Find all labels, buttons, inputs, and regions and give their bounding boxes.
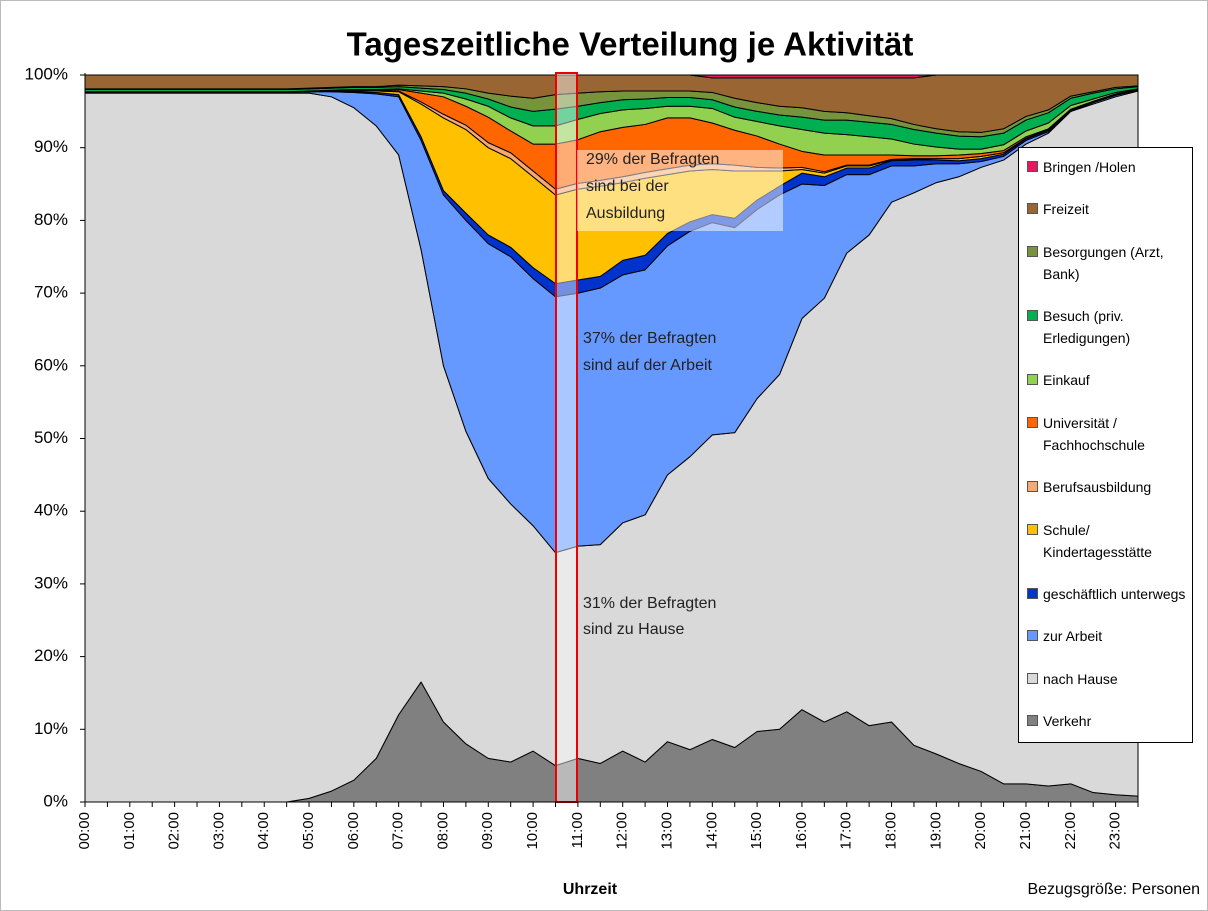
annotation: sind zu Hause xyxy=(583,621,684,638)
x-tick-label: 19:00 xyxy=(927,812,944,850)
legend-item: Einkauf xyxy=(1027,369,1188,391)
x-tick-label: 03:00 xyxy=(210,812,227,850)
legend-item: Schule/ Kindertagesstätte xyxy=(1027,519,1188,563)
x-tick-label: 13:00 xyxy=(658,812,675,850)
x-tick-label: 06:00 xyxy=(345,812,362,850)
legend-item: Besorgungen (Arzt, Bank) xyxy=(1027,241,1188,285)
legend: Bringen /Holen Freizeit Besorgungen (Arzt,… xyxy=(1018,147,1193,743)
legend-label: Einkauf xyxy=(1043,372,1090,389)
y-tick-label: 50% xyxy=(34,428,68,447)
legend-swatch xyxy=(1027,630,1038,642)
legend-swatch xyxy=(1027,161,1038,172)
x-tick-label: 14:00 xyxy=(703,812,720,850)
annotation-box xyxy=(577,150,783,231)
chart-title: Tageszeitliche Verteilung je Aktivität xyxy=(347,26,914,63)
x-tick-label: 22:00 xyxy=(1062,812,1079,850)
y-tick-label: 100% xyxy=(25,64,68,83)
y-tick-label: 0% xyxy=(43,791,68,810)
legend-swatch xyxy=(1027,374,1038,386)
x-tick-label: 01:00 xyxy=(121,812,138,850)
legend-swatch xyxy=(1027,416,1038,428)
x-tick-label: 21:00 xyxy=(1017,812,1034,850)
x-tick-label: 18:00 xyxy=(883,812,900,850)
legend-swatch xyxy=(1027,245,1038,257)
legend-item: Berufsausbildung xyxy=(1027,476,1188,498)
x-axis-label: Uhrzeit xyxy=(563,881,618,898)
legend-item: Freizeit xyxy=(1027,198,1188,220)
legend-label: Besorgungen (Arzt, Bank) xyxy=(1043,243,1164,282)
x-tick-label: 20:00 xyxy=(972,812,989,850)
y-tick-label: 40% xyxy=(34,501,68,520)
x-tick-label: 12:00 xyxy=(614,812,631,850)
y-tick-label: 30% xyxy=(34,573,68,592)
legend-label: Berufsausbildung xyxy=(1043,479,1152,496)
y-tick-label: 10% xyxy=(34,719,68,738)
x-tick-label: 07:00 xyxy=(390,812,407,850)
x-tick-label: 15:00 xyxy=(748,812,765,850)
legend-item: nach Hause xyxy=(1027,668,1188,690)
x-tick-label: 17:00 xyxy=(838,812,855,850)
legend-label: geschäftlich unterwegs xyxy=(1043,585,1186,602)
highlight-column xyxy=(555,72,578,803)
legend-swatch xyxy=(1027,587,1038,599)
legend-swatch xyxy=(1027,714,1038,726)
legend-swatch xyxy=(1027,310,1038,322)
legend-label: Schule/ Kindertagesstätte xyxy=(1043,521,1152,560)
legend-swatch xyxy=(1027,481,1038,493)
legend-label: zur Arbeit xyxy=(1043,628,1103,645)
x-tick-label: 23:00 xyxy=(1107,812,1124,850)
y-tick-label: 60% xyxy=(34,355,68,374)
annotation: sind auf der Arbeit xyxy=(583,357,713,374)
legend-item: geschäftlich unterwegs xyxy=(1027,583,1188,605)
y-tick-label: 70% xyxy=(34,283,68,302)
legend-label: Bringen /Holen xyxy=(1043,159,1136,175)
annotation: 31% der Befragten xyxy=(583,595,716,612)
y-tick-label: 20% xyxy=(34,646,68,665)
x-tick-label: 04:00 xyxy=(255,812,272,850)
legend-item: Universität / Fachhochschule xyxy=(1027,412,1188,456)
annotation: 29% der Befragten xyxy=(586,151,719,168)
legend-swatch xyxy=(1027,523,1038,535)
x-tick-label: 10:00 xyxy=(524,812,541,850)
x-tick-label: 02:00 xyxy=(166,812,183,850)
y-tick-label: 80% xyxy=(34,210,68,229)
legend-item: Bringen /Holen xyxy=(1027,156,1188,178)
x-tick-label: 05:00 xyxy=(300,812,317,850)
footnote: Bezugsgröße: Personen xyxy=(1027,881,1200,898)
x-tick-label: 00:00 xyxy=(76,812,93,850)
legend-swatch xyxy=(1027,203,1038,215)
legend-label: Universität / Fachhochschule xyxy=(1043,414,1145,453)
x-tick-label: 08:00 xyxy=(434,812,451,850)
legend-item: Besuch (priv. Erledigungen) xyxy=(1027,305,1188,349)
x-tick-label: 11:00 xyxy=(569,812,586,848)
legend-item: Verkehr xyxy=(1027,710,1188,732)
legend-label: Verkehr xyxy=(1043,712,1092,729)
legend-label: Freizeit xyxy=(1043,201,1089,218)
area xyxy=(84,74,1139,79)
y-tick-label: 90% xyxy=(34,137,68,156)
annotation: 37% der Befragten xyxy=(583,330,716,347)
legend-label: nach Hause xyxy=(1043,670,1118,687)
legend-label: Besuch (priv. Erledigungen) xyxy=(1043,308,1131,347)
legend-item: zur Arbeit xyxy=(1027,625,1188,647)
annotation: Ausbildung xyxy=(586,205,665,222)
legend-swatch xyxy=(1027,672,1038,684)
x-tick-label: 09:00 xyxy=(479,812,496,850)
x-tick-label: 16:00 xyxy=(793,812,810,850)
annotation: sind bei der xyxy=(586,178,669,195)
